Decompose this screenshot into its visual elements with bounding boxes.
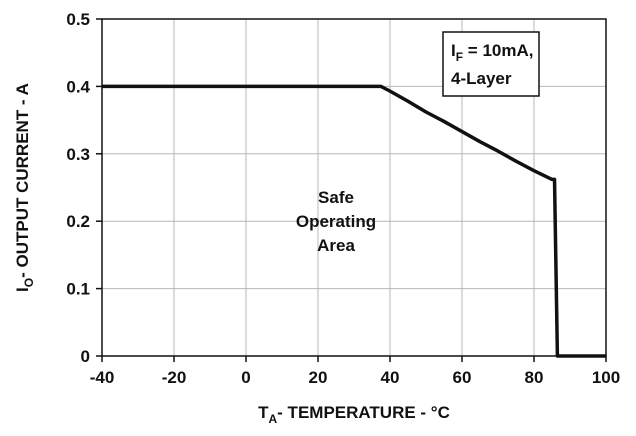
axis-ticks: -40 -20 0 20 40 60 80 100 0 0.1 0.2 0.3 0.4 0.5 <box>66 10 620 387</box>
y-axis-label: IO- OUTPUT CURRENT - A <box>13 83 36 292</box>
x-tick-label: 20 <box>309 368 328 387</box>
series-layer <box>102 84 606 358</box>
legend-line-1: IF = 10mA, <box>451 41 533 64</box>
legend-subscript: F <box>456 50 463 64</box>
legend-symbol: I <box>451 41 456 60</box>
x-tick-label: 80 <box>525 368 544 387</box>
y-axis-label-main: I <box>13 287 32 292</box>
y-tick-label: 0 <box>81 347 90 366</box>
y-tick-label: 0.3 <box>66 145 90 164</box>
annotation-line: Safe <box>318 188 354 207</box>
x-axis-label-main: T <box>258 403 269 422</box>
plot-frame <box>101 18 607 357</box>
legend-text-rest: = 10mA, <box>463 41 533 60</box>
x-tick-label: -40 <box>90 368 115 387</box>
x-axis-label-subscript: A <box>269 412 278 426</box>
legend-box: IF = 10mA, 4-Layer <box>442 31 540 97</box>
y-tick-label: 0.2 <box>66 212 90 231</box>
x-axis-label: TA- TEMPERATURE - °C <box>258 403 450 426</box>
legend-line-2: 4-Layer <box>451 69 512 88</box>
series-line <box>102 84 606 358</box>
y-tick-label: 0.5 <box>66 10 90 29</box>
x-tick-label: 0 <box>241 368 250 387</box>
x-tick-label: 60 <box>453 368 472 387</box>
annotation-line: Area <box>317 236 355 255</box>
y-tick-label: 0.4 <box>66 77 90 96</box>
x-axis-label-rest: - TEMPERATURE - °C <box>277 403 450 422</box>
annotation-line: Operating <box>296 212 376 231</box>
x-tick-label: 100 <box>592 368 620 387</box>
y-tick-label: 0.1 <box>66 280 90 299</box>
x-tick-label: 40 <box>381 368 400 387</box>
y-axis-label-subscript: O <box>22 278 36 287</box>
y-axis-label-rest: - OUTPUT CURRENT - A <box>13 83 32 278</box>
x-tick-label: -20 <box>162 368 187 387</box>
legend-box-frame <box>442 31 540 97</box>
annotation-layer: Safe Operating Area <box>296 188 376 255</box>
